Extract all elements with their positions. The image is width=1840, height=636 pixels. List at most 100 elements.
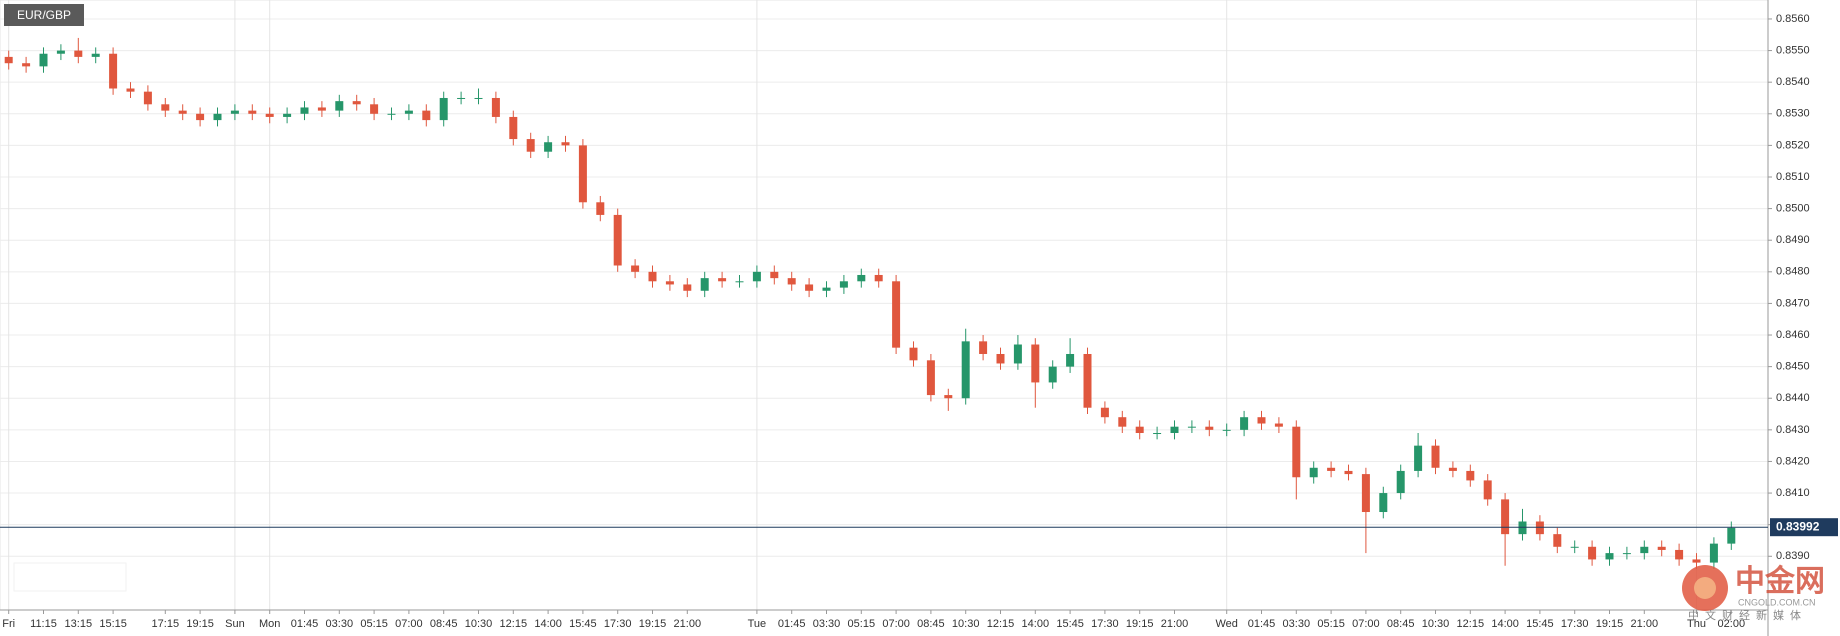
- candle-body: [1727, 527, 1736, 544]
- y-tick-label: 0.8490: [1776, 234, 1810, 246]
- x-tick-label: Sun: [225, 618, 245, 630]
- candle-body: [1013, 344, 1022, 364]
- x-tick-label: 15:45: [569, 618, 597, 630]
- candle-body: [143, 91, 152, 105]
- x-tick-label: 03:30: [813, 618, 841, 630]
- x-tick-label: 07:00: [1352, 618, 1380, 630]
- candle-body: [1135, 426, 1144, 434]
- x-tick-label: 07:00: [395, 618, 423, 630]
- watermark-slogan: 中文财经新媒体: [1688, 608, 1807, 622]
- x-tick-label: 17:30: [1091, 618, 1119, 630]
- y-tick-label: 0.8480: [1776, 266, 1810, 278]
- y-tick-label: 0.8560: [1776, 13, 1810, 25]
- x-tick-label: 05:15: [848, 618, 876, 630]
- watermark-domain: CNGOLD.COM.CN: [1738, 597, 1816, 607]
- candle-body: [317, 107, 326, 111]
- y-tick-label: 0.8440: [1776, 392, 1810, 404]
- candle-body: [1640, 546, 1649, 554]
- x-tick-label: 12:15: [987, 618, 1015, 630]
- y-tick-label: 0.8460: [1776, 329, 1810, 341]
- candle-body: [1448, 467, 1457, 471]
- x-tick-label: Tue: [748, 618, 767, 630]
- x-tick-label: 05:15: [360, 618, 388, 630]
- candle-body: [526, 139, 535, 152]
- candle-body: [1379, 493, 1388, 513]
- candle-body: [752, 271, 761, 282]
- candle-body: [1066, 353, 1075, 367]
- candle-body: [1274, 423, 1283, 427]
- candle-body: [439, 97, 448, 121]
- x-tick-label: Mon: [259, 618, 280, 630]
- candle-body: [1344, 470, 1353, 475]
- watermark-logo-inner: [1694, 577, 1716, 599]
- candle-body: [613, 214, 622, 266]
- candle-body: [631, 265, 640, 272]
- candles: [4, 37, 1736, 569]
- candle-body: [735, 281, 744, 283]
- y-tick-label: 0.8510: [1776, 171, 1810, 183]
- candle-body: [1657, 546, 1666, 550]
- x-tick-label: 14:00: [1491, 618, 1519, 630]
- candle-body: [1031, 344, 1040, 383]
- candle-body: [857, 274, 866, 282]
- candle-body: [56, 50, 65, 54]
- watermark-name: 中金网: [1735, 564, 1825, 598]
- y-tick-label: 0.8550: [1776, 44, 1810, 56]
- grid: [0, 0, 1768, 610]
- x-tick-label: 13:15: [65, 618, 93, 630]
- x-tick-label: 19:15: [1126, 618, 1154, 630]
- candle-body: [457, 97, 466, 99]
- x-tick-label: 12:15: [1457, 618, 1485, 630]
- y-tick-label: 0.8410: [1776, 487, 1810, 499]
- candle-body: [892, 281, 901, 348]
- candle-body: [1170, 426, 1179, 434]
- candle-body: [1153, 433, 1162, 435]
- candle-body: [805, 284, 814, 291]
- candle-body: [491, 97, 500, 117]
- candle-body: [91, 53, 100, 57]
- x-tick-label: 19:15: [186, 618, 214, 630]
- x-tick-label: 21:00: [674, 618, 702, 630]
- candle-body: [1501, 499, 1510, 535]
- candle-body: [839, 281, 848, 288]
- x-tick-label: 21:00: [1161, 618, 1189, 630]
- candle-body: [335, 101, 344, 111]
- blank-box: [13, 562, 127, 592]
- candle-body: [248, 110, 257, 114]
- candle-body: [74, 50, 83, 57]
- x-tick-label: Fri: [2, 618, 15, 630]
- candle-body: [1675, 549, 1684, 560]
- x-tick-label: 17:15: [152, 618, 180, 630]
- y-tick-label: 0.8500: [1776, 203, 1810, 215]
- candle-body: [352, 101, 361, 105]
- candle-body: [926, 360, 935, 396]
- y-tick-label: 0.8530: [1776, 108, 1810, 120]
- candle-body: [787, 278, 796, 285]
- y-tick-label: 0.8420: [1776, 455, 1810, 467]
- candle-body: [770, 271, 779, 279]
- candle-body: [1709, 543, 1718, 563]
- candle-body: [909, 347, 918, 361]
- candle-body: [1327, 467, 1336, 471]
- x-tick-label: 14:00: [1022, 618, 1050, 630]
- candle-body: [161, 104, 170, 111]
- candle-body: [944, 395, 953, 399]
- candle-body: [683, 284, 692, 291]
- y-tick-label: 0.8540: [1776, 76, 1810, 88]
- candle-body: [648, 271, 657, 282]
- watermark: 中金网 CNGOLD.COM.CN 中文财经新媒体: [1682, 564, 1825, 622]
- candle-body: [1605, 553, 1614, 560]
- y-tick-label: 0.8390: [1776, 550, 1810, 562]
- candle-body: [1118, 417, 1127, 427]
- candle-body: [265, 113, 274, 117]
- candle-body: [665, 281, 674, 285]
- candle-body: [1570, 546, 1579, 548]
- x-tick-label: 17:30: [1561, 618, 1589, 630]
- x-tick-label: 15:45: [1056, 618, 1084, 630]
- candle-body: [1187, 426, 1196, 428]
- x-tick-label: 05:15: [1317, 618, 1345, 630]
- candle-body: [370, 104, 379, 114]
- candle-body: [1100, 407, 1109, 418]
- x-tick-label: 19:15: [639, 618, 667, 630]
